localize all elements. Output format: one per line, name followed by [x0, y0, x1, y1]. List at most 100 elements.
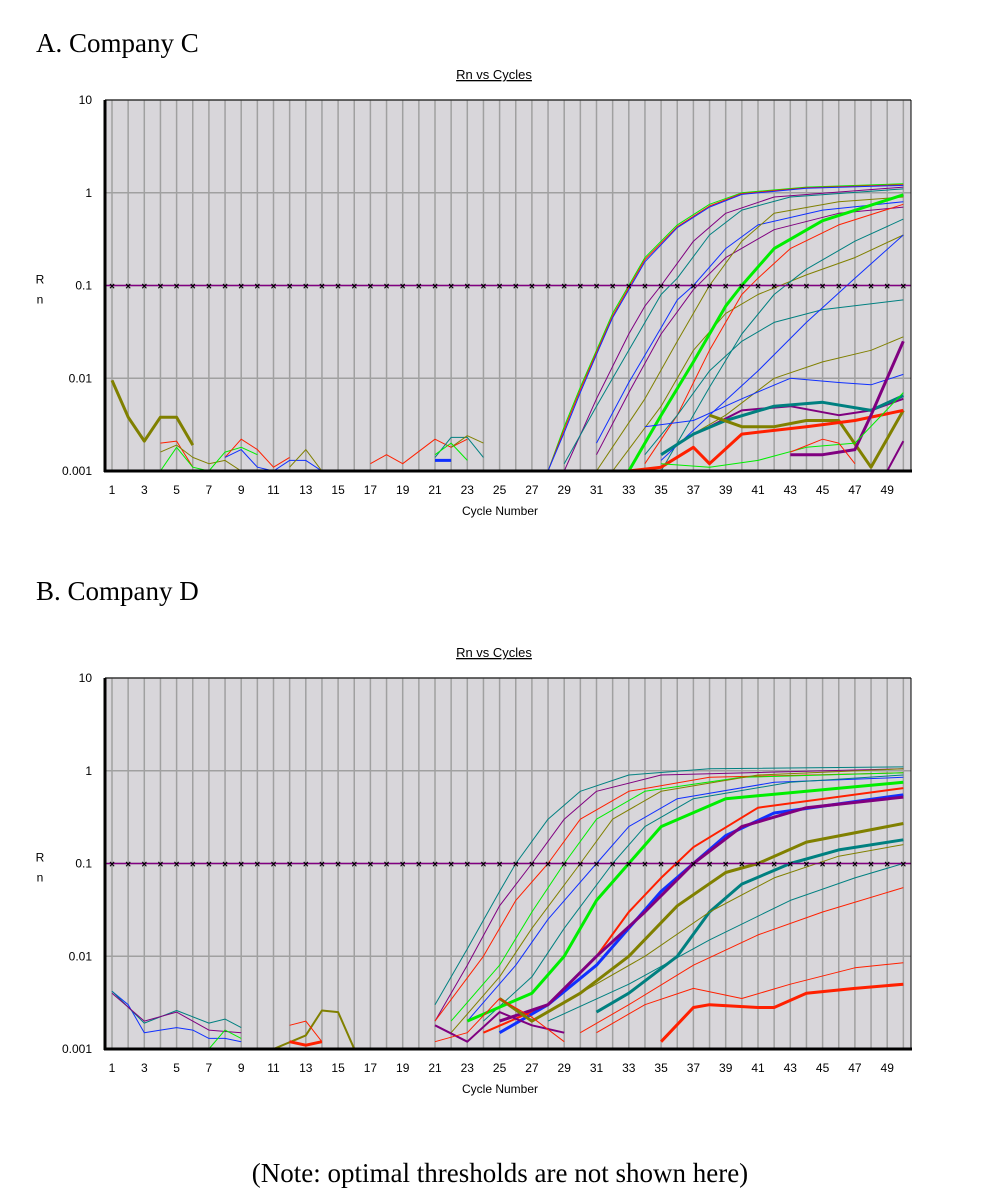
threshold-marker: ×: [481, 282, 487, 293]
threshold-marker: ×: [594, 282, 600, 293]
threshold-marker: ×: [868, 282, 874, 293]
amplification-curve: [790, 340, 905, 457]
x-tick-label: 5: [173, 483, 180, 497]
threshold-marker: ×: [674, 860, 680, 871]
threshold-marker: ×: [351, 860, 357, 871]
threshold-marker: ×: [238, 282, 244, 293]
series-group: [110, 183, 905, 471]
threshold-marker: ×: [610, 282, 616, 293]
x-axis-label: Cycle Number: [462, 504, 538, 518]
y-axis-label: R: [36, 273, 45, 287]
threshold-marker: ×: [222, 282, 228, 293]
threshold-marker: ×: [755, 282, 761, 293]
threshold-marker: ×: [174, 282, 180, 293]
x-tick-label: 33: [622, 483, 636, 497]
threshold-marker: ×: [820, 282, 826, 293]
threshold-marker: ×: [804, 282, 810, 293]
amplification-curve: [627, 193, 904, 471]
threshold-marker: ×: [787, 282, 793, 293]
amplification-curve: [644, 373, 904, 428]
x-tick-label: 11: [267, 1061, 280, 1075]
amplification-curve: [224, 438, 290, 468]
threshold-marker: ×: [464, 860, 470, 871]
amplification-curve: [111, 992, 242, 1034]
threshold-marker: ×: [400, 860, 406, 871]
amplification-curve: [450, 772, 904, 1022]
amplification-curve: [289, 1020, 323, 1043]
x-tick-label: 45: [816, 483, 830, 497]
amplification-curve: [612, 234, 904, 471]
amplification-curve: [434, 436, 484, 458]
x-tick-label: 9: [238, 483, 245, 497]
threshold-marker: ×: [723, 282, 729, 293]
x-tick-label: 15: [331, 483, 345, 497]
threshold-marker: ×: [513, 282, 519, 293]
threshold-marker: ×: [594, 860, 600, 871]
x-tick-label: 19: [396, 483, 410, 497]
threshold-marker: ×: [804, 860, 810, 871]
amplification-curve: [596, 206, 904, 455]
threshold-marker: ×: [206, 860, 212, 871]
threshold-marker: ×: [384, 860, 390, 871]
threshold-marker: ×: [561, 860, 567, 871]
series-group: [111, 766, 904, 1049]
x-tick-label: 43: [784, 483, 798, 497]
threshold-marker: ×: [416, 860, 422, 871]
x-tick-label: 25: [493, 1061, 507, 1075]
x-tick-label: 37: [687, 483, 701, 497]
x-tick-label: 31: [590, 1061, 604, 1075]
threshold-marker: ×: [707, 860, 713, 871]
amplification-curve: [111, 990, 242, 1043]
threshold-marker: ×: [723, 860, 729, 871]
x-tick-label: 39: [719, 483, 733, 497]
threshold-marker: ×: [319, 282, 325, 293]
threshold-marker: ×: [771, 282, 777, 293]
threshold-marker: ×: [497, 282, 503, 293]
amplification-curve: [644, 299, 904, 456]
threshold-marker: ×: [545, 282, 551, 293]
threshold-marker: ×: [400, 282, 406, 293]
y-tick-label: 0.01: [69, 949, 93, 963]
x-tick-label: 9: [238, 1061, 245, 1075]
threshold-marker: ×: [852, 282, 858, 293]
x-tick-label: 3: [141, 1061, 148, 1075]
threshold-marker: ×: [577, 282, 583, 293]
amplification-curve: [677, 336, 904, 444]
threshold-marker: ×: [367, 860, 373, 871]
amplification-curve: [547, 183, 904, 471]
threshold-marker: ×: [287, 282, 293, 293]
amplification-curve: [498, 822, 904, 1023]
threshold-marker: ×: [335, 282, 341, 293]
amplification-curve: [708, 409, 905, 469]
threshold-marker: ×: [642, 860, 648, 871]
chart-b-heading: B. Company D: [36, 576, 199, 606]
threshold-marker: ×: [448, 860, 454, 871]
amplification-curve: [580, 887, 904, 1034]
y-axis-label: R: [36, 851, 45, 865]
footnote: (Note: optimal thresholds are not shown …: [251, 1158, 749, 1188]
amplification-curve: [289, 449, 323, 471]
threshold-marker: ×: [529, 282, 535, 293]
y-tick-label: 0.001: [62, 1042, 92, 1056]
x-tick-label: 13: [299, 483, 313, 497]
threshold-marker: ×: [416, 282, 422, 293]
threshold-marker: ×: [610, 860, 616, 871]
threshold-marker: ×: [884, 860, 890, 871]
x-tick-label: 33: [622, 1061, 636, 1075]
amplification-curve: [434, 1011, 565, 1043]
amplification-curve: [660, 982, 904, 1043]
threshold-marker: ×: [109, 282, 115, 293]
threshold-marker: ×: [432, 860, 438, 871]
x-tick-label: 7: [206, 1061, 213, 1075]
threshold-marker: ×: [335, 860, 341, 871]
threshold-marker: ×: [238, 860, 244, 871]
amplification-curve: [661, 392, 904, 468]
threshold-marker: ×: [707, 282, 713, 293]
threshold-marker: ×: [271, 282, 277, 293]
x-tick-label: 23: [461, 483, 475, 497]
y-tick-label: 1: [85, 764, 92, 778]
threshold-marker: ×: [367, 282, 373, 293]
amplification-curve: [289, 1040, 323, 1047]
threshold-marker: ×: [820, 860, 826, 871]
